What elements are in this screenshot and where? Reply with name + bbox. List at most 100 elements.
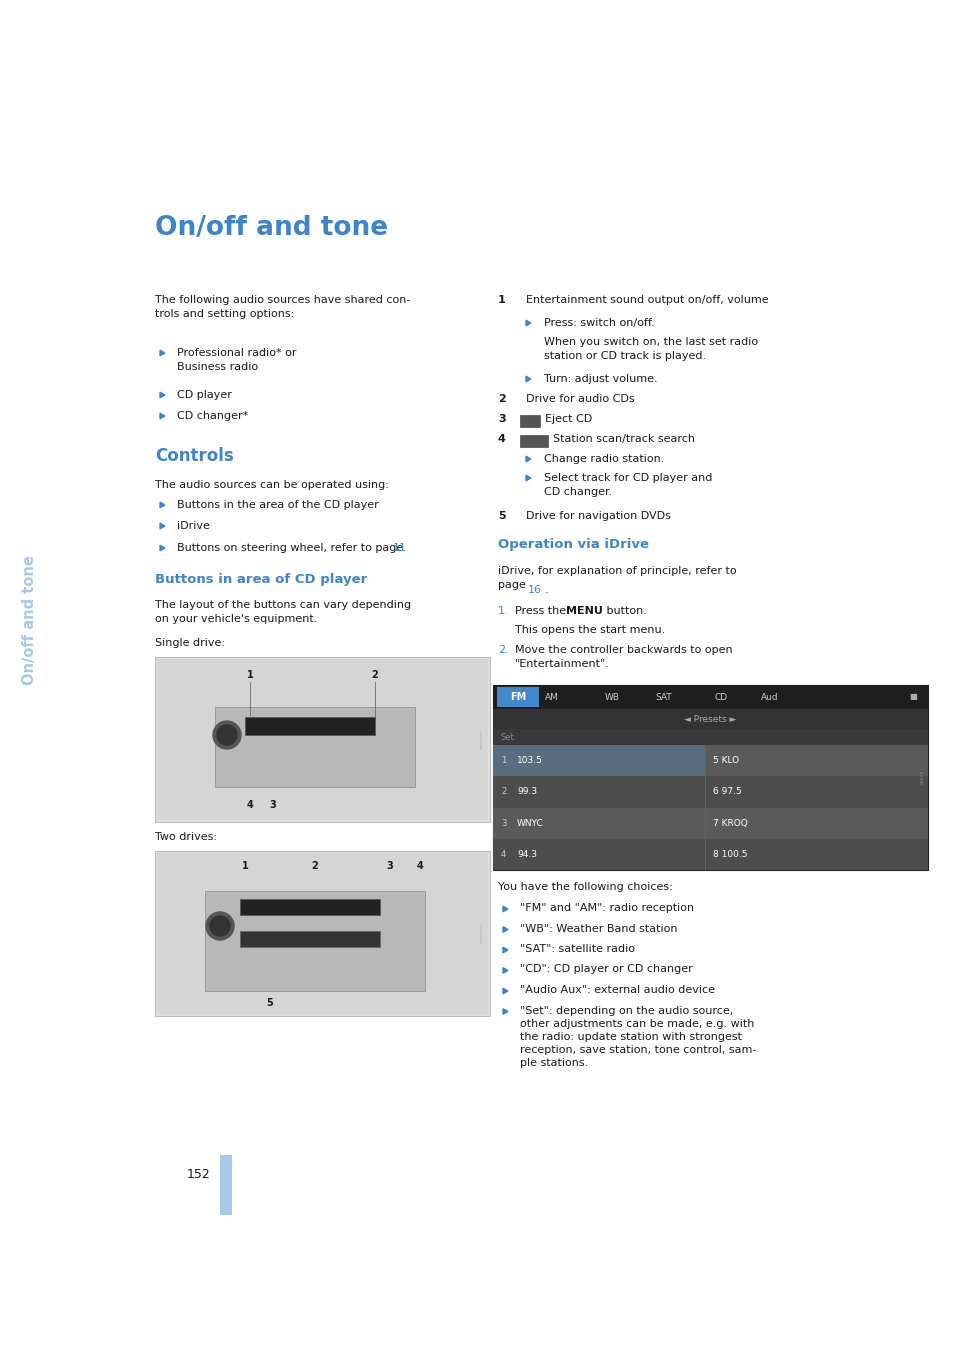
- Polygon shape: [160, 546, 165, 551]
- Bar: [240, 898, 379, 915]
- Bar: [154, 851, 490, 1016]
- Text: 4: 4: [500, 850, 506, 859]
- Text: xxxxxxxx: xxxxxxxx: [479, 730, 483, 748]
- Text: 2.: 2.: [497, 644, 508, 655]
- Text: Buttons in area of CD player: Buttons in area of CD player: [154, 573, 367, 586]
- Bar: [493, 730, 927, 744]
- Text: 1: 1: [500, 757, 506, 765]
- Bar: [493, 709, 927, 730]
- Text: ■: ■: [908, 693, 916, 701]
- Bar: [493, 685, 927, 870]
- Text: Turn: adjust volume.: Turn: adjust volume.: [543, 374, 657, 384]
- Text: 1.: 1.: [497, 607, 508, 616]
- Text: "Audio Aux": external audio device: "Audio Aux": external audio device: [519, 985, 714, 994]
- Text: Buttons on steering wheel, refer to page: Buttons on steering wheel, refer to page: [177, 543, 406, 553]
- Polygon shape: [160, 503, 165, 508]
- Text: Move the controller backwards to open
"Entertainment".: Move the controller backwards to open "E…: [515, 644, 732, 669]
- Text: .: .: [544, 585, 548, 594]
- Text: Change radio station.: Change radio station.: [543, 454, 663, 463]
- Bar: [493, 808, 927, 839]
- Text: 1: 1: [497, 295, 505, 305]
- Text: Set: Set: [500, 732, 515, 742]
- Polygon shape: [525, 320, 530, 326]
- Text: 152: 152: [186, 1169, 210, 1182]
- Text: WB: WB: [604, 693, 619, 701]
- Text: This opens the start menu.: This opens the start menu.: [515, 626, 664, 635]
- Bar: [519, 435, 547, 447]
- Text: 2: 2: [500, 788, 506, 796]
- Bar: [493, 744, 704, 777]
- Polygon shape: [525, 457, 530, 462]
- Text: 4: 4: [247, 800, 253, 811]
- Polygon shape: [160, 392, 165, 397]
- Text: xxxxxxxx: xxxxxxxx: [479, 923, 483, 943]
- Polygon shape: [160, 350, 165, 355]
- Text: "Set": depending on the audio source,
other adjustments can be made, e.g. with
t: "Set": depending on the audio source, ot…: [519, 1005, 756, 1069]
- Polygon shape: [502, 927, 507, 932]
- Bar: [157, 852, 488, 1015]
- Text: 2: 2: [372, 670, 378, 680]
- Bar: [245, 717, 375, 735]
- Text: 2: 2: [312, 861, 318, 871]
- Text: Entertainment sound output on/off, volume: Entertainment sound output on/off, volum…: [525, 295, 768, 305]
- Text: 4: 4: [416, 861, 423, 871]
- Text: 94.3: 94.3: [517, 850, 537, 859]
- Text: 3: 3: [497, 413, 505, 424]
- Text: Controls: Controls: [154, 447, 233, 465]
- Text: "FM" and "AM": radio reception: "FM" and "AM": radio reception: [519, 902, 694, 913]
- Text: 99.3: 99.3: [517, 788, 537, 796]
- Bar: [519, 415, 539, 427]
- Text: 4: 4: [497, 434, 505, 444]
- Polygon shape: [502, 1009, 507, 1015]
- Text: 11: 11: [393, 543, 407, 553]
- Text: 3: 3: [500, 819, 506, 828]
- Text: MENU: MENU: [565, 607, 602, 616]
- Text: Single drive:: Single drive:: [154, 638, 225, 648]
- Text: Professional radio* or
Business radio: Professional radio* or Business radio: [177, 349, 296, 372]
- Polygon shape: [502, 907, 507, 912]
- Text: 5 KLO: 5 KLO: [712, 757, 739, 765]
- Polygon shape: [502, 988, 507, 994]
- Text: FM: FM: [509, 692, 525, 703]
- Text: Drive for navigation DVDs: Drive for navigation DVDs: [525, 511, 670, 521]
- Text: Drive for audio CDs: Drive for audio CDs: [525, 394, 634, 404]
- Bar: [214, 707, 415, 788]
- Circle shape: [213, 721, 241, 748]
- Text: Station scan/track search: Station scan/track search: [553, 434, 695, 444]
- Bar: [493, 744, 927, 777]
- Bar: [240, 931, 379, 947]
- Circle shape: [216, 725, 236, 744]
- Text: Operation via iDrive: Operation via iDrive: [497, 538, 648, 551]
- Text: 5: 5: [266, 998, 274, 1008]
- Text: The audio sources can be operated using:: The audio sources can be operated using:: [154, 480, 389, 490]
- Text: WNYC: WNYC: [517, 819, 543, 828]
- Text: xxxxx: xxxxx: [919, 770, 923, 784]
- Text: 8 100.5: 8 100.5: [712, 850, 747, 859]
- Text: iDrive: iDrive: [177, 521, 210, 531]
- Text: SAT: SAT: [655, 693, 671, 701]
- Text: 103.5: 103.5: [517, 757, 542, 765]
- Text: The layout of the buttons can vary depending
on your vehicle's equipment.: The layout of the buttons can vary depen…: [154, 600, 411, 624]
- Text: 2: 2: [497, 394, 505, 404]
- Text: button.: button.: [602, 607, 646, 616]
- Text: 5: 5: [497, 511, 505, 521]
- Bar: [157, 659, 488, 820]
- Text: iDrive, for explanation of principle, refer to
page: iDrive, for explanation of principle, re…: [497, 566, 736, 589]
- Bar: [493, 685, 927, 709]
- Text: On/off and tone: On/off and tone: [23, 555, 37, 685]
- Text: Select track for CD player and
CD changer.: Select track for CD player and CD change…: [543, 473, 712, 497]
- Text: 3: 3: [270, 800, 276, 811]
- Text: "CD": CD player or CD changer: "CD": CD player or CD changer: [519, 965, 692, 974]
- Text: CD player: CD player: [177, 390, 232, 400]
- Bar: [493, 839, 927, 870]
- Circle shape: [210, 916, 230, 936]
- Text: The following audio sources have shared con-
trols and setting options:: The following audio sources have shared …: [154, 295, 410, 319]
- Bar: [497, 688, 538, 707]
- Text: Eject CD: Eject CD: [544, 413, 592, 424]
- Text: When you switch on, the last set radio
station or CD track is played.: When you switch on, the last set radio s…: [543, 336, 758, 361]
- Bar: [220, 1155, 232, 1215]
- Polygon shape: [525, 376, 530, 382]
- Circle shape: [206, 912, 233, 940]
- Text: ◄ Presets ►: ◄ Presets ►: [683, 715, 736, 724]
- Bar: [493, 777, 927, 808]
